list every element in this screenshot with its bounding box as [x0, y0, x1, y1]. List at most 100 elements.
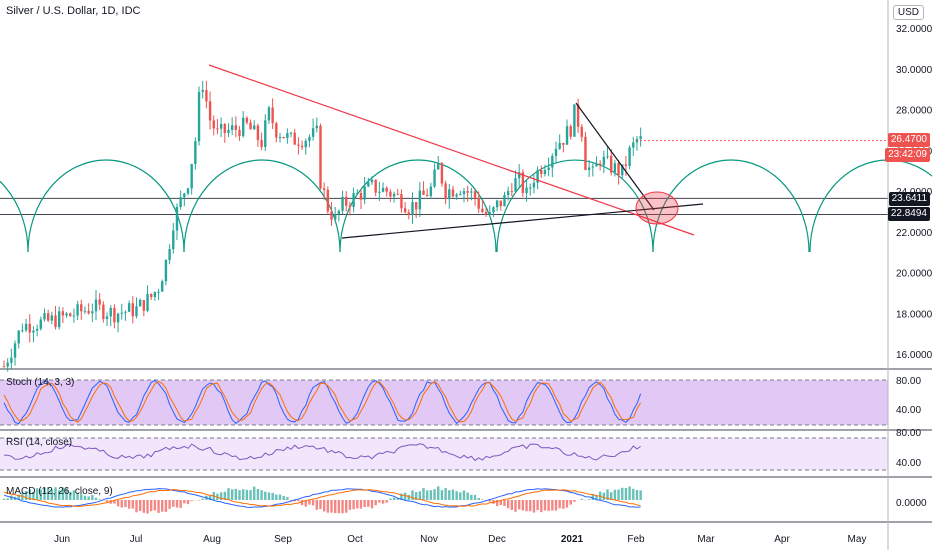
- macd-bar: [451, 489, 455, 500]
- macd-bar: [124, 500, 127, 508]
- candle-body: [197, 91, 201, 142]
- last-price-tag: 26.4700: [887, 133, 930, 147]
- macd-bar: [392, 497, 396, 500]
- macd-bar: [529, 500, 532, 512]
- candle-body: [514, 178, 517, 192]
- candle-body: [610, 155, 613, 173]
- candle-body: [418, 190, 422, 210]
- candle-body: [17, 330, 20, 344]
- macd-bar: [367, 500, 370, 507]
- candle-body: [359, 193, 363, 200]
- cycle-arc: [652, 159, 810, 253]
- macd-bar: [65, 488, 68, 500]
- macd-bar: [606, 489, 609, 500]
- macd-bar: [554, 500, 558, 511]
- candle-body: [433, 169, 436, 187]
- candle-body: [558, 142, 561, 149]
- price-tick-label: 30.0000: [896, 65, 932, 76]
- stoch-d-line: [3, 380, 642, 423]
- candle-body: [322, 188, 326, 190]
- candle-body: [334, 214, 337, 220]
- candle-body: [462, 191, 466, 195]
- price-tick-label: 32.0000: [896, 24, 932, 35]
- macd-bar: [470, 494, 473, 500]
- macd-bar: [407, 494, 410, 500]
- candle-body: [179, 197, 182, 207]
- candle-body: [242, 117, 245, 137]
- candle-body: [367, 182, 370, 187]
- macd-bar: [146, 500, 149, 514]
- rsi-label[interactable]: RSI (14, close): [6, 437, 73, 448]
- candle-body: [13, 343, 17, 358]
- candle-body: [617, 163, 620, 176]
- indicator-tick-label: 80.00: [896, 376, 921, 387]
- stoch-label[interactable]: Stoch (14, 3, 3): [6, 377, 75, 388]
- macd-bar: [87, 496, 90, 500]
- macd-bar: [385, 500, 388, 503]
- macd-bar: [488, 500, 491, 502]
- candle-body: [540, 169, 543, 175]
- macd-bar: [2, 498, 6, 500]
- macd-bar: [403, 492, 407, 500]
- macd-bar: [462, 490, 466, 500]
- macd-bar: [429, 490, 433, 500]
- macd-bar: [275, 494, 278, 500]
- macd-label[interactable]: MACD (12, 26, close, 9): [6, 486, 113, 497]
- time-tick-label: Jul: [130, 534, 143, 545]
- candle-body: [551, 155, 554, 168]
- candle-body: [455, 194, 458, 197]
- candle-body: [481, 208, 484, 213]
- macd-bar: [565, 500, 569, 508]
- price-tick-label: 20.0000: [896, 269, 932, 280]
- indicator-tick-label: 80.00: [896, 428, 921, 439]
- candle-body: [315, 125, 318, 129]
- currency-button[interactable]: USD: [892, 5, 924, 20]
- macd-signal-line: [3, 488, 641, 507]
- candle-body: [602, 156, 606, 166]
- macd-bar: [326, 500, 330, 513]
- macd-bar: [587, 499, 591, 500]
- macd-bar: [639, 490, 642, 500]
- macd-bar: [267, 492, 271, 500]
- candle-body: [293, 132, 296, 145]
- candle-body: [289, 132, 293, 134]
- candle-body: [212, 120, 215, 129]
- macd-bar: [521, 500, 525, 511]
- candle-body: [411, 202, 414, 215]
- candle-body: [76, 304, 79, 316]
- macd-bar: [525, 500, 528, 512]
- cycle-arc: [339, 159, 497, 253]
- macd-bar: [613, 489, 617, 500]
- macd-bar: [632, 488, 635, 500]
- candle-body: [2, 366, 6, 368]
- candle-body: [536, 169, 539, 183]
- macd-bar: [400, 493, 403, 500]
- candle-body: [345, 196, 348, 206]
- macd-bar: [337, 500, 341, 514]
- candle-body: [271, 107, 274, 124]
- price-tick-label: 28.0000: [896, 106, 932, 117]
- candle-body: [157, 291, 160, 293]
- macd-bar: [175, 500, 179, 508]
- macd-bar: [282, 495, 285, 500]
- candle-body: [230, 125, 234, 130]
- macd-bar: [628, 486, 631, 500]
- macd-bar: [157, 500, 160, 513]
- level-tag-2: 22.8494: [887, 207, 930, 221]
- candle-body: [264, 120, 267, 147]
- macd-bar: [370, 500, 374, 509]
- macd-bar: [455, 491, 458, 500]
- macd-bar: [448, 490, 451, 500]
- candle-body: [183, 193, 186, 198]
- candle-body: [161, 281, 164, 292]
- macd-bar: [186, 500, 190, 505]
- macd-bar: [411, 490, 414, 500]
- rsi-line: [3, 443, 641, 462]
- candle-body: [146, 293, 149, 311]
- macd-bar: [72, 490, 76, 500]
- candle-body: [219, 123, 223, 129]
- time-tick-label: Jun: [54, 534, 70, 545]
- candle-body: [473, 191, 477, 198]
- candle-body: [116, 313, 120, 323]
